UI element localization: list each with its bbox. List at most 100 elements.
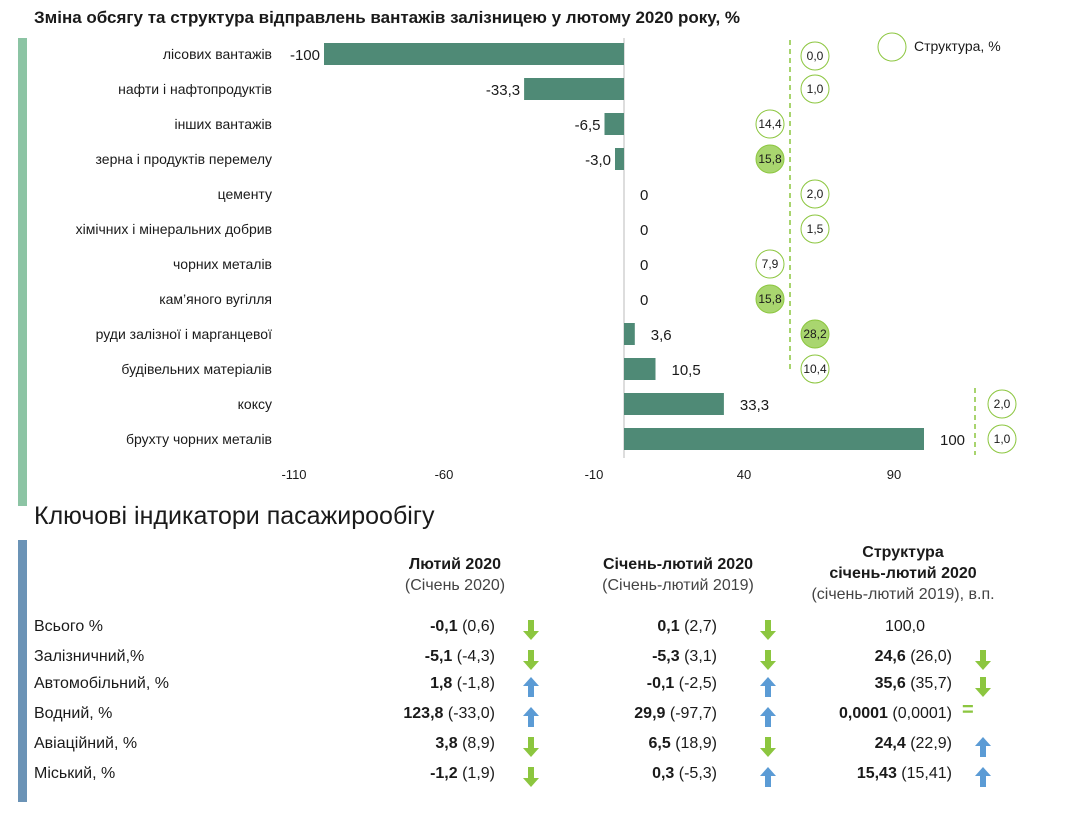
structure-value: 14,4 bbox=[758, 117, 782, 131]
cell-value-prev: (0,6) bbox=[457, 618, 495, 635]
arrow-down-icon bbox=[974, 676, 992, 698]
chart-title: Зміна обсягу та структура відправлень ва… bbox=[34, 8, 741, 27]
cell-value-prev: (18,9) bbox=[670, 735, 717, 752]
arrow-down-icon bbox=[522, 649, 540, 671]
cell-value-bold: 3,8 bbox=[435, 735, 458, 752]
cell-value-prev: (26,0) bbox=[905, 648, 952, 665]
cell-value-prev: (-97,7) bbox=[665, 705, 717, 722]
data-label: 0 bbox=[640, 187, 648, 204]
category-label: цементу bbox=[218, 186, 272, 202]
chart-accent-bar bbox=[18, 38, 27, 506]
data-label: -100 bbox=[290, 47, 320, 64]
cell-value-prev: (8,9) bbox=[457, 735, 495, 752]
structure-value: 15,8 bbox=[758, 152, 782, 166]
row-label: Залізничний,% bbox=[34, 648, 145, 665]
col-header-janfeb-main: Січень-лютий 2020 bbox=[603, 556, 753, 573]
freight-bar-chart: лісових вантажів -100 0,0 нафти і нафтопрод… bbox=[76, 32, 1017, 482]
structure-circle bbox=[987, 424, 1017, 454]
bar bbox=[604, 113, 624, 135]
category-label: брухту чорних металів bbox=[126, 431, 272, 447]
bar bbox=[624, 428, 924, 450]
col-header-janfeb: Січень-лютий 2020 (Січень-лютий 2019) bbox=[578, 554, 778, 596]
category-label: лісових вантажів bbox=[163, 46, 272, 62]
structure-value: 1,0 bbox=[994, 432, 1011, 446]
data-label: -6,5 bbox=[575, 117, 601, 134]
table-cell: 100,0 bbox=[885, 618, 925, 636]
structure-value: 28,2 bbox=[803, 327, 827, 341]
category-label: коксу bbox=[238, 396, 272, 412]
data-label: 0 bbox=[640, 222, 648, 239]
structure-value: 0,0 bbox=[807, 49, 824, 63]
category-label: інших вантажів bbox=[174, 116, 272, 132]
legend-label: Структура, % bbox=[914, 38, 1001, 54]
cell-value-prev: (1,9) bbox=[457, 765, 495, 782]
category-label: чорних металів bbox=[173, 256, 272, 272]
col-header-feb-sub: (Січень 2020) bbox=[404, 577, 506, 594]
cell-value-prev: (-2,5) bbox=[674, 675, 717, 692]
cell-value-prev: (35,7) bbox=[905, 675, 952, 692]
data-label: 33,3 bbox=[740, 397, 769, 414]
data-label: -3,0 bbox=[585, 152, 611, 169]
data-label: 0 bbox=[640, 292, 648, 309]
x-tick-label: -60 bbox=[435, 467, 454, 482]
table-cell: 0,1 (2,7) bbox=[657, 618, 717, 636]
structure-circle bbox=[800, 41, 830, 71]
cell-value-bold: 24,6 bbox=[874, 648, 906, 665]
equal-icon: = bbox=[962, 699, 974, 721]
cell-value-prev: (0,0001) bbox=[887, 705, 952, 722]
structure-circle bbox=[987, 389, 1017, 419]
structure-circle bbox=[755, 144, 785, 174]
col-header-janfeb-sub: (Січень-лютий 2019) bbox=[602, 577, 754, 594]
arrow-up-icon bbox=[759, 766, 777, 788]
table-cell: 24,6 (26,0) bbox=[875, 648, 952, 666]
table-cell: 6,5 (18,9) bbox=[649, 735, 718, 753]
cell-value-prev: (22,9) bbox=[905, 735, 952, 752]
category-label: будівельних матеріалів bbox=[121, 361, 272, 377]
cell-value-bold: -5,3 bbox=[652, 648, 680, 665]
arrow-up-icon bbox=[522, 706, 540, 728]
cell-value-bold: 0,0001 bbox=[839, 705, 888, 722]
cell-value-bold: 35,6 bbox=[874, 675, 906, 692]
table-cell: 24,4 (22,9) bbox=[875, 735, 952, 753]
bar bbox=[324, 43, 624, 65]
table-cell: -0,1 (0,6) bbox=[430, 618, 495, 636]
structure-circle bbox=[800, 354, 830, 384]
legend-circle bbox=[877, 32, 907, 62]
cell-value-prev: (-33,0) bbox=[443, 705, 495, 722]
cell-value-bold: -0,1 bbox=[430, 618, 458, 635]
cell-value-bold: 0,1 bbox=[657, 618, 680, 635]
table-cell: 29,9 (-97,7) bbox=[634, 705, 717, 723]
data-label: 100 bbox=[940, 432, 965, 449]
cell-value-bold: 24,4 bbox=[874, 735, 906, 752]
arrow-up-icon bbox=[974, 736, 992, 758]
structure-value: 7,9 bbox=[762, 257, 779, 271]
category-label: руди залізної і марганцевої bbox=[96, 326, 272, 342]
cell-value-bold: -1,2 bbox=[430, 765, 458, 782]
structure-circle bbox=[800, 74, 830, 104]
x-tick-label: 40 bbox=[737, 467, 751, 482]
col-header-structure-sub: (січень-лютий 2019), в.п. bbox=[811, 586, 995, 603]
cell-value-bold: -0,1 bbox=[646, 675, 675, 692]
table-cell: 35,6 (35,7) bbox=[875, 675, 952, 693]
category-label: хімічних і мінеральних добрив bbox=[76, 221, 272, 237]
structure-value: 1,5 bbox=[807, 222, 824, 236]
structure-value: 10,4 bbox=[803, 362, 827, 376]
structure-circle bbox=[755, 109, 785, 139]
structure-value: 2,0 bbox=[807, 187, 824, 201]
table-cell: 15,43 (15,41) bbox=[857, 765, 952, 783]
arrow-up-icon bbox=[759, 706, 777, 728]
row-label: Водний, % bbox=[34, 705, 113, 722]
structure-value: 2,0 bbox=[994, 397, 1011, 411]
row-label: Автомобільний, % bbox=[34, 675, 169, 692]
data-label: 10,5 bbox=[672, 362, 701, 379]
arrow-down-icon bbox=[974, 649, 992, 671]
category-label: зерна і продуктів перемелу bbox=[96, 151, 272, 167]
arrow-down-icon bbox=[522, 736, 540, 758]
col-header-structure-main1: Структура bbox=[862, 544, 944, 561]
table-cell: 0,0001 (0,0001) bbox=[839, 705, 952, 723]
cell-value-bold: 1,8 bbox=[430, 675, 453, 692]
col-header-structure: Структура січень-лютий 2020 (січень-люти… bbox=[788, 542, 1018, 605]
structure-circle bbox=[800, 319, 830, 349]
cell-value-bold: 0,3 bbox=[652, 765, 675, 782]
category-label: нафти і нафтопродуктів bbox=[118, 81, 272, 97]
